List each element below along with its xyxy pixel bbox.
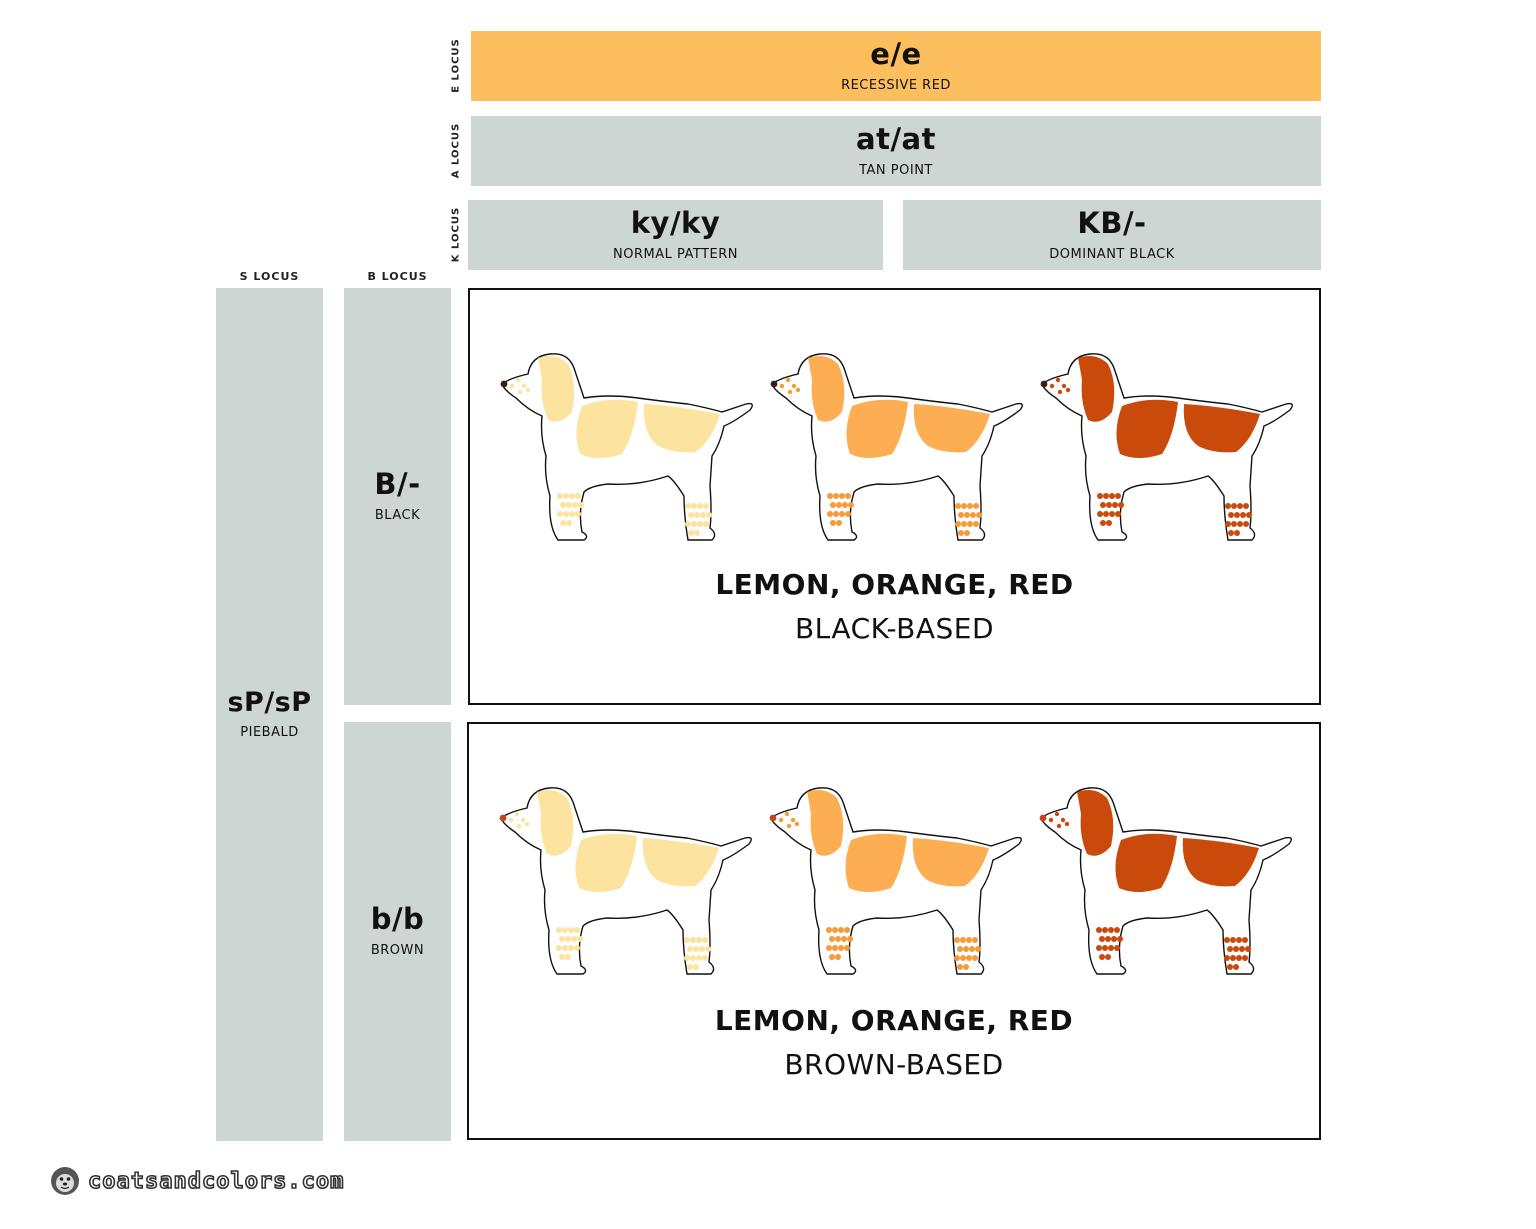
dog-illustrations [499, 787, 1292, 975]
footer-logo: coatsandcolors.com [50, 1166, 344, 1196]
s-locus-box: sP/sP PIEBALD [216, 288, 323, 1141]
b-locus-box-black: B/- BLACK [344, 288, 451, 705]
spaniel-dog-illustration [1039, 787, 1292, 975]
footer-site-text: coatsandcolors.com [87, 1168, 345, 1195]
panel-title: LEMON, ORANGE, RED [714, 1004, 1074, 1037]
k-locus-genotype: KB/- [1077, 205, 1147, 240]
seal-logo-icon [51, 1167, 79, 1195]
k-locus-name: DOMINANT BLACK [1049, 246, 1175, 262]
a-locus-label: A LOCUS [450, 122, 462, 179]
b-locus-genotype: B/- [374, 467, 421, 501]
k-locus-box-normal: ky/ky NORMAL PATTERN [468, 200, 883, 270]
spaniel-dog-illustration [499, 787, 752, 975]
spaniel-dog-illustration [500, 353, 753, 541]
result-panel-black-based: LEMON, ORANGE, RED BLACK-BASED [468, 288, 1321, 705]
b-locus-name: BLACK [374, 508, 421, 523]
b-locus-box-brown: b/b BROWN [344, 722, 451, 1141]
b-locus-genotype: b/b [370, 902, 425, 936]
e-locus-label: E LOCUS [450, 38, 462, 93]
k-locus-box-dominant: KB/- DOMINANT BLACK [903, 200, 1321, 270]
spaniel-dog-illustration [770, 353, 1023, 541]
a-locus-name: TAN POINT [859, 162, 933, 178]
panel-subtitle: BROWN-BASED [784, 1048, 1004, 1081]
k-locus-genotype: ky/ky [630, 205, 721, 240]
panel-subtitle: BLACK-BASED [794, 612, 995, 645]
k-locus-name: NORMAL PATTERN [613, 246, 738, 262]
k-locus-label: K LOCUS [450, 206, 462, 263]
s-locus-label: S LOCUS [239, 270, 300, 283]
panel-title: LEMON, ORANGE, RED [715, 568, 1074, 601]
spaniel-dog-illustration [1040, 353, 1293, 541]
s-locus-genotype: sP/sP [227, 687, 312, 718]
e-locus-genotype: e/e [870, 36, 922, 71]
b-locus-name: BROWN [370, 943, 425, 958]
a-locus-genotype: at/at [856, 121, 936, 156]
result-panel-brown-based: LEMON, ORANGE, RED BROWN-BASED [467, 722, 1321, 1140]
dog-illustrations [500, 353, 1293, 541]
spaniel-dog-illustration [769, 787, 1022, 975]
e-locus-box: e/e RECESSIVE RED [471, 31, 1321, 101]
s-locus-name: PIEBALD [240, 725, 299, 740]
b-locus-label: B LOCUS [367, 270, 428, 283]
a-locus-box: at/at TAN POINT [471, 116, 1321, 186]
e-locus-name: RECESSIVE RED [841, 77, 951, 93]
